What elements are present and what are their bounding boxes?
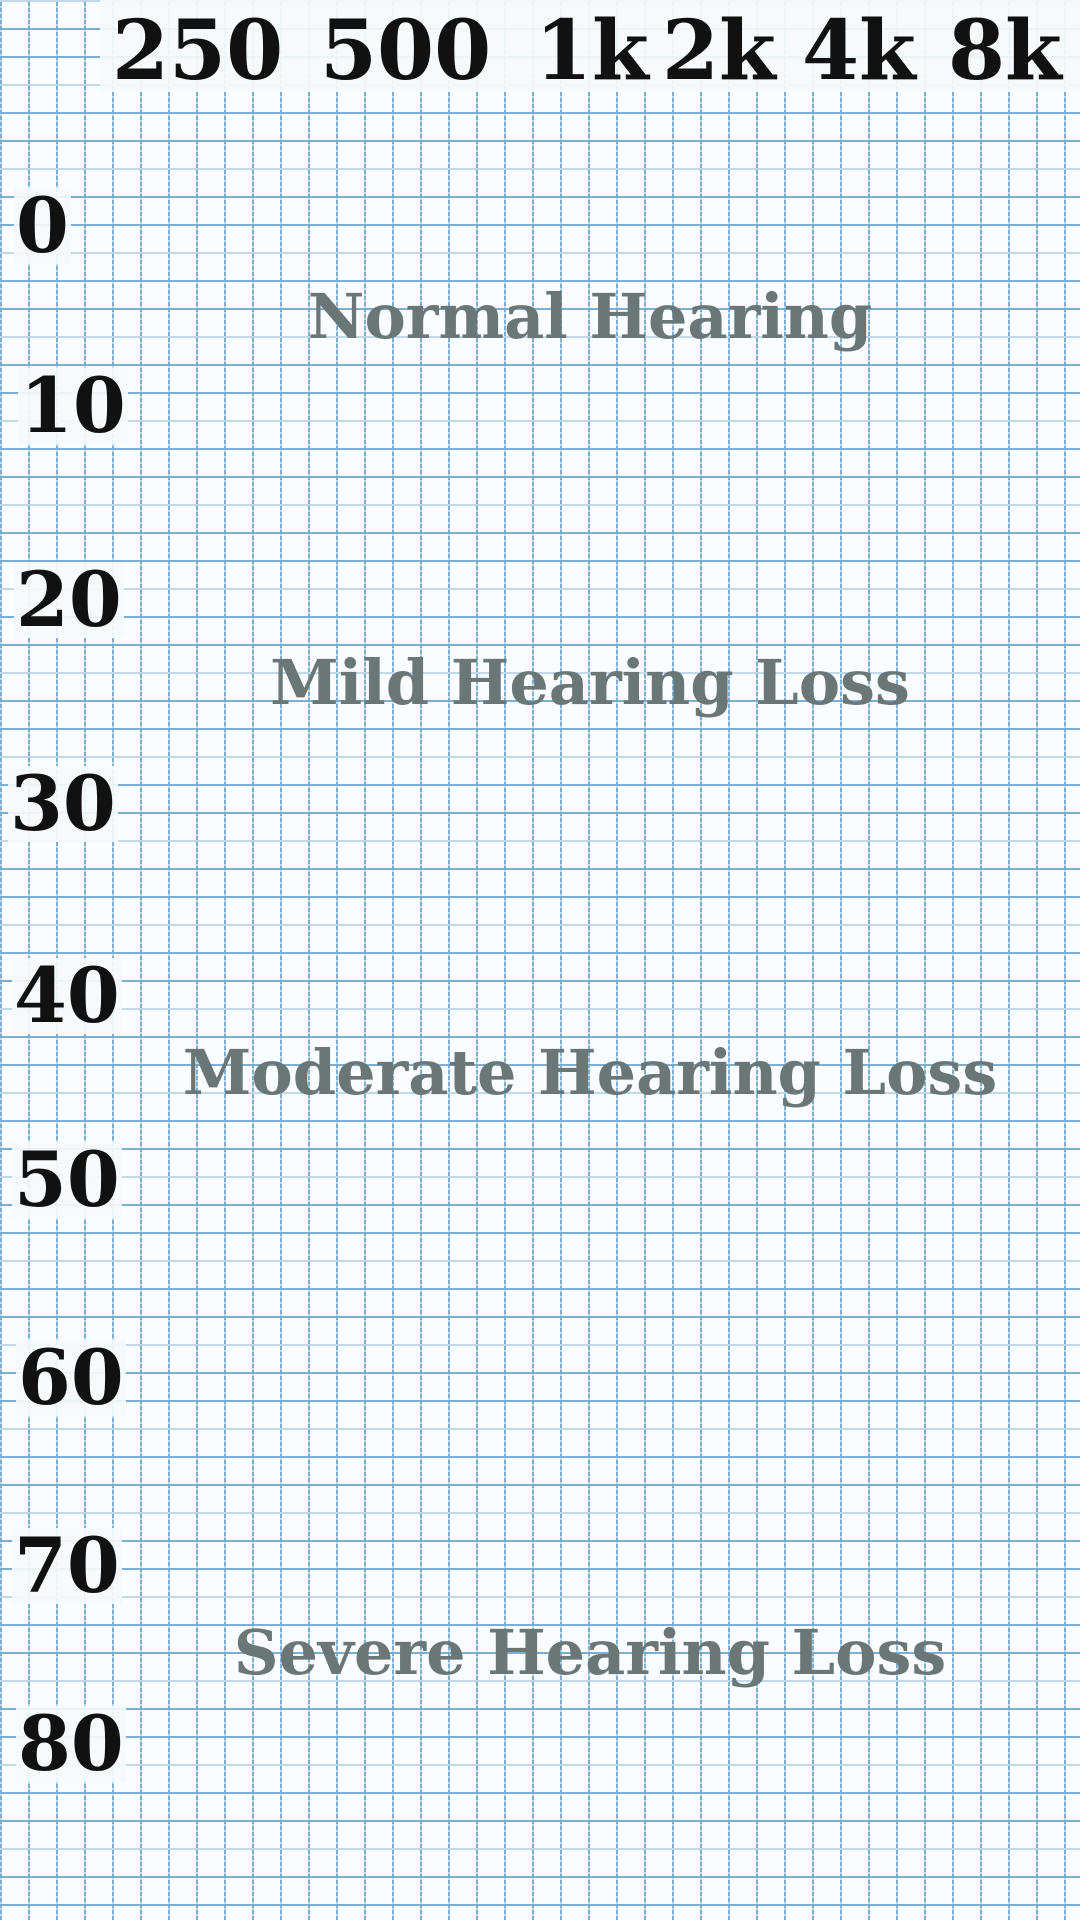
x-tick-250: 250 [112, 3, 284, 99]
region-normal-hearing: Normal Hearing [307, 280, 873, 353]
frequency-header-band [100, 0, 1080, 92]
y-tick-80: 80 [16, 1699, 126, 1788]
y-tick-0: 0 [14, 181, 71, 270]
x-tick-8k: 8k [948, 3, 1062, 99]
x-tick-1k: 1k [535, 3, 649, 99]
y-tick-30: 30 [8, 759, 118, 848]
y-tick-70: 70 [12, 1521, 122, 1610]
y-tick-10: 10 [18, 361, 128, 450]
y-tick-20: 20 [14, 555, 124, 644]
x-tick-2k: 2k [662, 3, 776, 99]
x-tick-4k: 4k [802, 3, 916, 99]
y-tick-60: 60 [16, 1333, 126, 1422]
x-tick-500: 500 [320, 3, 492, 99]
region-severe-hearing-loss: Severe Hearing Loss [233, 1616, 947, 1689]
region-mild-hearing-loss: Mild Hearing Loss [270, 646, 910, 719]
y-tick-40: 40 [12, 951, 122, 1040]
region-moderate-hearing-loss: Moderate Hearing Loss [182, 1036, 998, 1109]
y-tick-50: 50 [12, 1135, 122, 1224]
